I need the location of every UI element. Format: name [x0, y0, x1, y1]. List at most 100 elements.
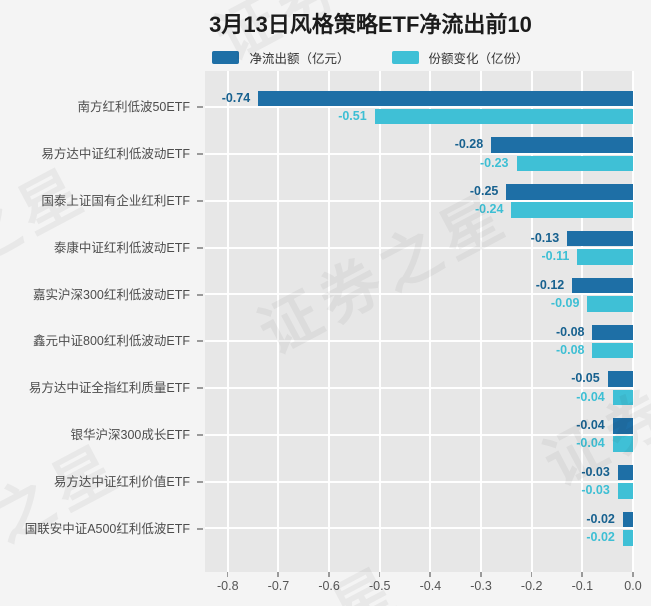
- category-tick-mark: [197, 480, 203, 483]
- category-axis: 南方红利低波50ETF 易方达中证红利低波动ETF 国泰上证国有企业红利ETF 泰康中…: [0, 0, 205, 606]
- x-tick-mark: [429, 572, 431, 577]
- category-label: 易方达中证红利价值ETF: [53, 474, 190, 489]
- split-line: [205, 340, 633, 343]
- split-line: [205, 480, 633, 483]
- value-label: -0.28: [454, 137, 484, 152]
- x-tick-label: -0.8: [217, 579, 239, 593]
- x-tick-mark: [277, 572, 279, 577]
- x-tick-label: 0.0: [624, 579, 642, 593]
- category-label: 易方达中证红利低波动ETF: [41, 147, 190, 162]
- legend-label-net-outflow: 净流出额（亿元）: [249, 52, 350, 66]
- split-line: [205, 293, 633, 296]
- bar-net-outflow[interactable]: [491, 137, 633, 153]
- grid-line: [632, 71, 634, 572]
- bar-net-outflow[interactable]: [572, 277, 633, 294]
- value-label: -0.09: [550, 296, 580, 311]
- bar-share-change[interactable]: [622, 530, 633, 546]
- bar-group: -0.03 -0.03: [205, 458, 633, 505]
- bar-net-outflow[interactable]: [258, 90, 633, 106]
- bar-share-change[interactable]: [374, 108, 633, 125]
- value-label: -0.04: [576, 436, 605, 451]
- bar-net-outflow[interactable]: [607, 371, 633, 387]
- x-tick-mark: [328, 572, 330, 577]
- grid-line: [378, 71, 381, 572]
- value-label: -0.24: [474, 202, 504, 217]
- x-tick-mark: [226, 572, 229, 577]
- value-label: -0.03: [581, 464, 610, 479]
- category-tick-mark: [197, 434, 203, 436]
- legend-item-share-change[interactable]: 份额变化（亿份）: [391, 48, 529, 67]
- bar-net-outflow[interactable]: [622, 511, 633, 528]
- legend-swatch-share-change-icon: [391, 51, 419, 64]
- value-label: -0.03: [581, 483, 610, 498]
- bar-share-change[interactable]: [516, 155, 633, 172]
- legend: 净流出额（亿元） 份额变化（亿份）: [90, 48, 651, 67]
- bar-share-change[interactable]: [511, 202, 633, 218]
- category-label: 银华沪深300成长ETF: [70, 428, 190, 442]
- bar-group: -0.74 -0.51: [205, 84, 633, 131]
- value-label: -0.08: [555, 324, 585, 339]
- x-tick-label: -0.4: [419, 579, 442, 593]
- bar-net-outflow[interactable]: [567, 230, 633, 247]
- legend-item-net-outflow[interactable]: 净流出额（亿元）: [212, 48, 350, 67]
- category-tick-mark: [197, 387, 203, 390]
- grid-line: [581, 71, 584, 572]
- bar-group: -0.13 -0.11: [205, 224, 633, 271]
- grid-line: [530, 71, 533, 572]
- bar-net-outflow[interactable]: [617, 464, 633, 481]
- bar-group: -0.08 -0.08: [205, 318, 633, 365]
- split-line: [205, 527, 633, 530]
- chart-title: 3月13日风格策略ETF净流出前10: [209, 12, 532, 37]
- category-tick-mark: [197, 340, 203, 343]
- bar-share-change[interactable]: [587, 296, 633, 312]
- category-tick-mark: [197, 200, 203, 202]
- x-tick-mark: [378, 572, 381, 577]
- bar-group: -0.02 -0.02: [205, 505, 633, 552]
- value-label: -0.02: [586, 511, 615, 526]
- bar-share-change[interactable]: [577, 249, 633, 265]
- split-line: [205, 246, 633, 249]
- value-label: -0.74: [221, 90, 251, 105]
- bar-share-change[interactable]: [592, 342, 633, 359]
- category-tick-mark: [197, 527, 203, 530]
- bar-group: -0.05 -0.04: [205, 365, 633, 412]
- category-label: 泰康中证红利低波动ETF: [53, 240, 190, 255]
- bar-net-outflow[interactable]: [612, 418, 633, 434]
- bar-group: -0.12 -0.09: [205, 271, 633, 318]
- x-tick-mark: [581, 572, 583, 577]
- category-tick-mark: [197, 153, 203, 156]
- value-label: -0.13: [530, 230, 560, 245]
- category-tick-mark: [197, 246, 203, 249]
- value-label: -0.04: [576, 418, 605, 433]
- category-label: 易方达中证全指红利质量ETF: [28, 381, 190, 396]
- x-tick-mark: [480, 572, 482, 577]
- bar-net-outflow[interactable]: [592, 324, 633, 340]
- x-tick-label: -0.1: [571, 579, 594, 593]
- category-label: 国泰上证国有企业红利ETF: [41, 194, 190, 208]
- plot-area: -0.74 -0.51 -0.28 -0.23 -0.25 -0.24 -0.13 -0.11…: [205, 71, 634, 572]
- split-line: [205, 106, 633, 109]
- bar-group: -0.28 -0.23: [205, 131, 633, 178]
- bar-share-change[interactable]: [617, 483, 633, 499]
- x-tick-label: -0.6: [318, 579, 340, 593]
- value-label: -0.11: [541, 249, 570, 264]
- x-tick-label: -0.3: [470, 579, 492, 593]
- bar-group: -0.25 -0.24: [205, 178, 633, 225]
- grid-line: [277, 71, 280, 572]
- bar-net-outflow[interactable]: [506, 184, 633, 200]
- category-label: 国联安中证A500红利低波ETF: [24, 521, 190, 536]
- grid-line: [328, 71, 331, 572]
- value-label: -0.02: [586, 530, 615, 545]
- split-line: [205, 433, 633, 436]
- bar-share-change[interactable]: [612, 436, 633, 452]
- split-line: [205, 152, 633, 155]
- split-line: [205, 386, 633, 389]
- bar-share-change[interactable]: [612, 389, 633, 406]
- category-tick-mark: [197, 293, 203, 296]
- value-label: -0.08: [555, 342, 585, 357]
- category-tick-mark: [197, 106, 203, 109]
- category-label: 南方红利低波50ETF: [77, 100, 190, 115]
- grid-line: [429, 71, 432, 572]
- legend-swatch-net-outflow-icon: [212, 51, 240, 64]
